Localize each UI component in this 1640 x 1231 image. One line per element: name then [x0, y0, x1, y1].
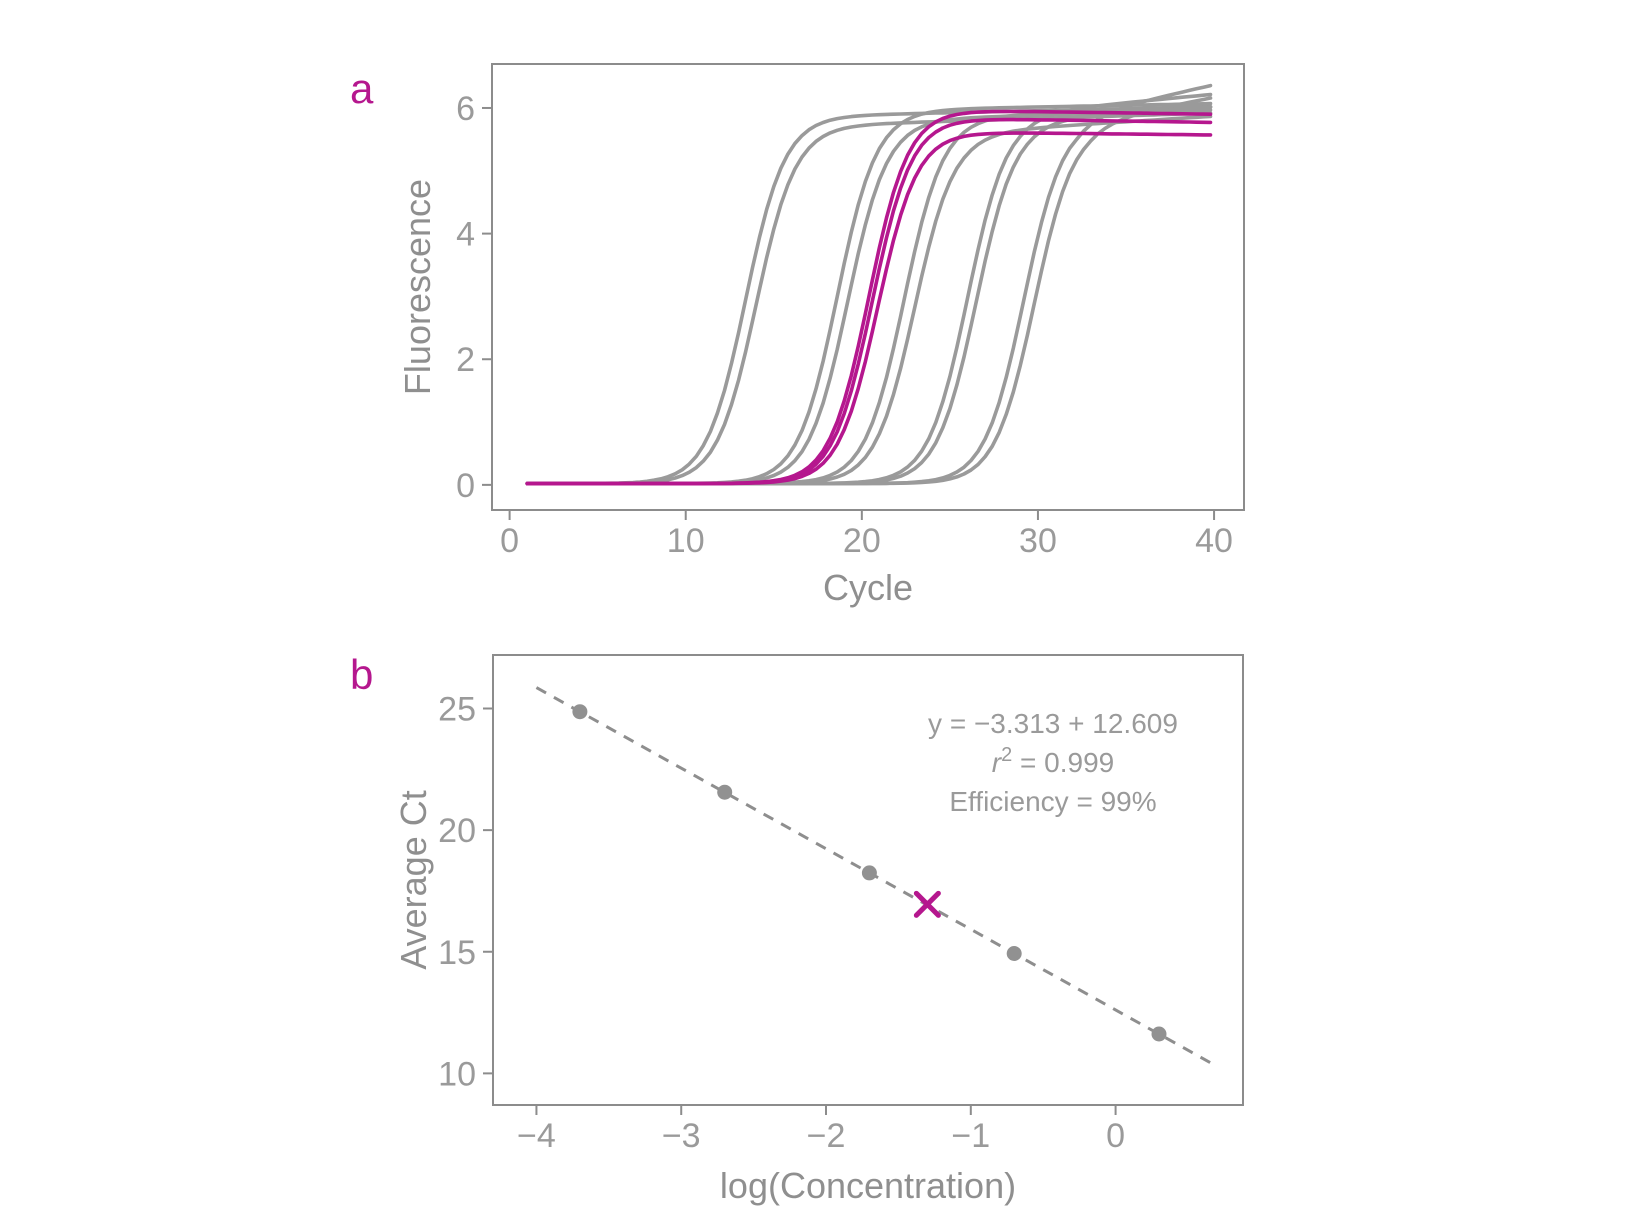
standard-point: [572, 704, 588, 720]
y-tick-label: 15: [438, 934, 476, 972]
y-tick-label: 10: [438, 1055, 476, 1093]
x-tick-label: −1: [951, 1117, 990, 1155]
fit-r-squared-text: r2 = 0.999: [992, 744, 1114, 778]
x-tick-label: 0: [500, 522, 519, 560]
panel-a-plot: 0 10 20 30 40 0 2 4 6: [456, 63, 1245, 560]
x-tick-label: −3: [662, 1117, 701, 1155]
x-tick-label: −4: [517, 1117, 556, 1155]
plot-frame: [491, 63, 1245, 511]
panel-a-label: a: [350, 65, 374, 112]
x-tick-label: 40: [1195, 522, 1233, 560]
panel-a-y-axis-title: Fluorescence: [397, 179, 438, 395]
fit-equation-text: y = −3.313 + 12.609: [928, 708, 1178, 739]
x-tick-label: 0: [1106, 1117, 1125, 1155]
x-marker-stroke: [913, 890, 941, 918]
standard-point: [1151, 1026, 1167, 1042]
y-tick-label: 0: [456, 467, 475, 505]
y-tick-label: 25: [438, 691, 476, 729]
fit-efficiency-text: Efficiency = 99%: [949, 786, 1156, 817]
panel-b-y-axis-title: Average Ct: [393, 790, 434, 969]
x-tick-label: 20: [843, 522, 881, 560]
standard-point: [1006, 946, 1022, 961]
unknown-sample-x-marker: [913, 890, 941, 918]
x-tick-label: 10: [667, 522, 705, 560]
r-exponent: 2: [1001, 744, 1012, 766]
y-tick-label: 20: [438, 812, 476, 850]
panel-a-x-axis-title: Cycle: [823, 567, 913, 608]
r-symbol: r: [992, 747, 1003, 778]
x-tick-label: −2: [807, 1117, 846, 1155]
standard-point: [717, 784, 733, 800]
plot-frame: [492, 654, 1244, 1106]
standard-amplification-curve: [525, 83, 1213, 486]
fit-annotation: y = −3.313 + 12.609 r2 = 0.999 Efficienc…: [928, 708, 1178, 817]
panel-b-x-axis-title: log(Concentration): [720, 1165, 1016, 1206]
unknown-amplification-curve: [525, 131, 1213, 486]
y-tick-label: 2: [456, 341, 475, 379]
x-tick-label: 30: [1019, 522, 1057, 560]
r-squared-value: = 0.999: [1012, 747, 1114, 778]
panel-b-plot: −4 −3 −2 −1 0 10 15 20 25: [438, 654, 1244, 1155]
y-tick-label: 6: [456, 90, 475, 128]
panel-b-label: b: [350, 651, 373, 698]
y-tick-label: 4: [456, 216, 475, 254]
standard-point: [861, 865, 877, 881]
